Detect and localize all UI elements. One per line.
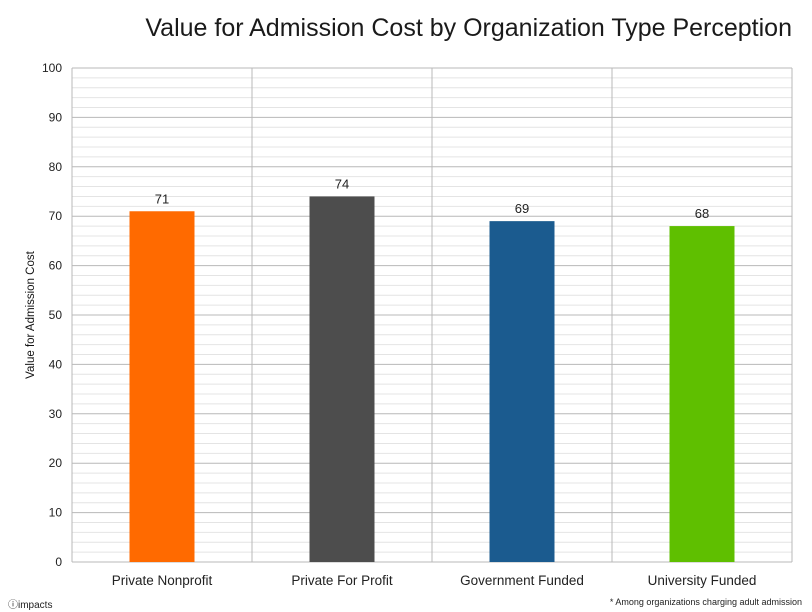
y-tick-label: 30 (49, 407, 63, 421)
footnote: * Among organizations charging adult adm… (609, 597, 802, 607)
y-tick-label: 100 (42, 61, 62, 75)
bar (129, 211, 195, 562)
data-labels: 71 74 69 68 (155, 176, 709, 221)
x-category-label: University Funded (648, 573, 757, 588)
bar (309, 196, 375, 562)
x-category-label: Government Funded (460, 573, 584, 588)
logo-text: impacts (18, 600, 53, 611)
x-axis-categories: Private Nonprofit Private For Profit Gover… (112, 573, 757, 588)
y-axis-ticks: 0 10 20 30 40 50 60 70 80 90 100 (42, 61, 62, 569)
y-tick-label: 70 (49, 209, 63, 223)
y-tick-label: 50 (49, 308, 63, 322)
data-label: 68 (695, 206, 709, 221)
y-tick-label: 10 (49, 506, 63, 520)
data-label: 74 (335, 176, 349, 191)
y-tick-label: 40 (49, 357, 63, 371)
bar (669, 226, 735, 562)
x-category-label: Private For Profit (291, 573, 393, 588)
chart-title: Value for Admission Cost by Organization… (145, 14, 792, 42)
data-label: 69 (515, 201, 529, 216)
logo: ⓘimpacts (8, 596, 52, 611)
logo-icon: ⓘ (8, 600, 18, 611)
y-tick-label: 80 (49, 160, 63, 174)
y-tick-label: 60 (49, 259, 63, 273)
y-tick-label: 0 (55, 555, 62, 569)
data-label: 71 (155, 191, 169, 206)
x-category-label: Private Nonprofit (112, 573, 213, 588)
bars (129, 196, 735, 562)
bar (489, 221, 555, 562)
y-tick-label: 20 (49, 456, 63, 470)
y-tick-label: 90 (49, 110, 63, 124)
